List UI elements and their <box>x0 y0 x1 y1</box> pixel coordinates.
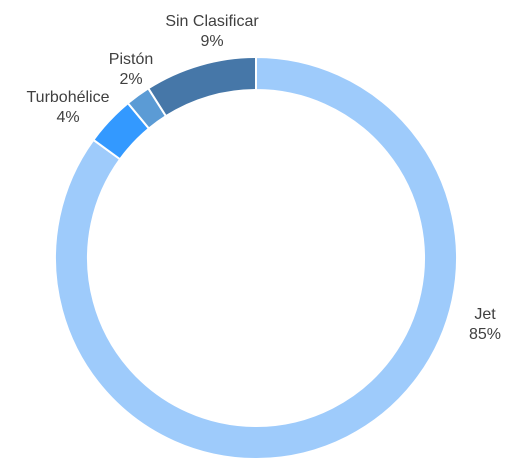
category-label: Pistón <box>109 51 153 68</box>
donut-segment <box>54 55 458 460</box>
value-label: 4% <box>56 109 79 126</box>
category-label: Sin Clasificar <box>165 13 259 30</box>
value-label: 9% <box>200 33 223 50</box>
value-label: 85% <box>469 326 501 343</box>
value-label: 2% <box>119 71 142 88</box>
category-label: Jet <box>474 306 496 323</box>
donut-segment <box>146 55 257 118</box>
category-label: Turbohélice <box>26 89 109 106</box>
